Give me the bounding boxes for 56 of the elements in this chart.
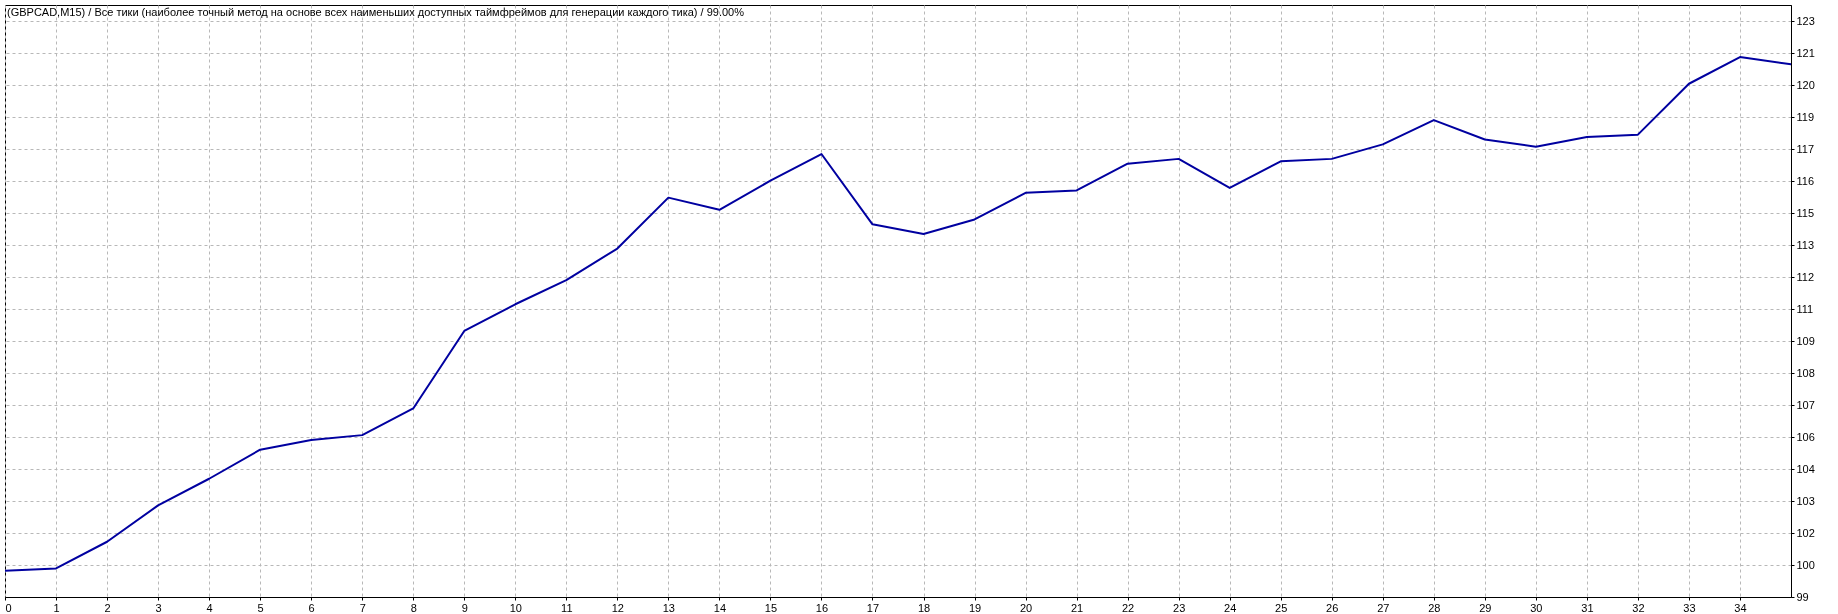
x-tick-label: 4 [206, 601, 213, 614]
y-tick-label: 100 [1796, 558, 1815, 571]
y-tick-label: 113 [1796, 238, 1815, 251]
y-tick-label: 115 [1796, 206, 1815, 219]
y-tick-label: 109 [1796, 334, 1815, 347]
x-tick-label: 5 [257, 601, 264, 614]
x-tick-label: 15 [764, 601, 778, 614]
y-tick-label: 119 [1796, 110, 1815, 123]
x-tick-label: 25 [1275, 601, 1288, 614]
x-tick-label: 18 [917, 601, 931, 614]
y-tick-label: 116 [1796, 174, 1815, 187]
x-tick-label: 29 [1479, 601, 1492, 614]
x-tick-label: 27 [1377, 601, 1390, 614]
x-tick-label: 16 [815, 601, 829, 614]
y-tick-label: 106 [1796, 430, 1815, 443]
y-tick-label: 117 [1796, 142, 1815, 155]
y-tick-label: 121 [1796, 46, 1815, 59]
x-tick-label: 34 [1734, 601, 1747, 614]
x-tick-label: 14 [713, 601, 727, 614]
x-tick-label: 1 [53, 601, 60, 614]
y-tick-label: 104 [1796, 462, 1815, 475]
x-tick-label: 10 [509, 601, 522, 614]
x-tick-label: 0 [5, 601, 12, 614]
y-tick-label: 99 [1796, 590, 1809, 603]
y-tick-label: 102 [1796, 526, 1815, 539]
x-tick-label: 28 [1428, 601, 1441, 614]
y-tick-label: 108 [1796, 366, 1815, 379]
y-tick-label: 112 [1796, 270, 1815, 283]
x-tick-label: 23 [1173, 601, 1186, 614]
x-tick-label: 11 [561, 601, 573, 614]
y-tick-label: 123 [1796, 14, 1815, 27]
chart-title: (GBPCAD,M15) / Все тики (наиболее точный метод на основе всех наименьших доступных таймфреймов для генерации каждого тика) / 99.00% [7, 6, 745, 18]
x-tick-label: 9 [461, 601, 468, 614]
y-tick-label: 107 [1796, 398, 1815, 411]
line-series [5, 56, 1791, 572]
y-tick-label: 103 [1796, 494, 1815, 507]
x-tick-label: 17 [866, 601, 880, 614]
x-tick-label: 20 [1019, 601, 1033, 614]
y-tick-label: 111 [1796, 302, 1814, 315]
x-tick-label: 7 [359, 601, 366, 614]
x-tick-label: 32 [1632, 601, 1645, 614]
x-tick-label: 26 [1326, 601, 1339, 614]
x-tick-label: 3 [155, 601, 162, 614]
x-tick-label: 12 [611, 601, 624, 614]
x-tick-label: 13 [662, 601, 675, 614]
x-tick-label: 2 [104, 601, 111, 614]
x-tick-label: 6 [308, 601, 315, 614]
x-tick-label: 31 [1581, 601, 1594, 614]
x-tick-label: 30 [1530, 601, 1543, 614]
x-tick-label: 21 [1070, 601, 1084, 614]
x-tick-label: 8 [410, 601, 417, 614]
x-tick-label: 33 [1683, 601, 1696, 614]
y-tick-label: 120 [1796, 78, 1815, 91]
x-tick-label: 19 [968, 601, 982, 614]
x-tick-label: 22 [1122, 601, 1135, 614]
x-tick-label: 24 [1224, 601, 1237, 614]
